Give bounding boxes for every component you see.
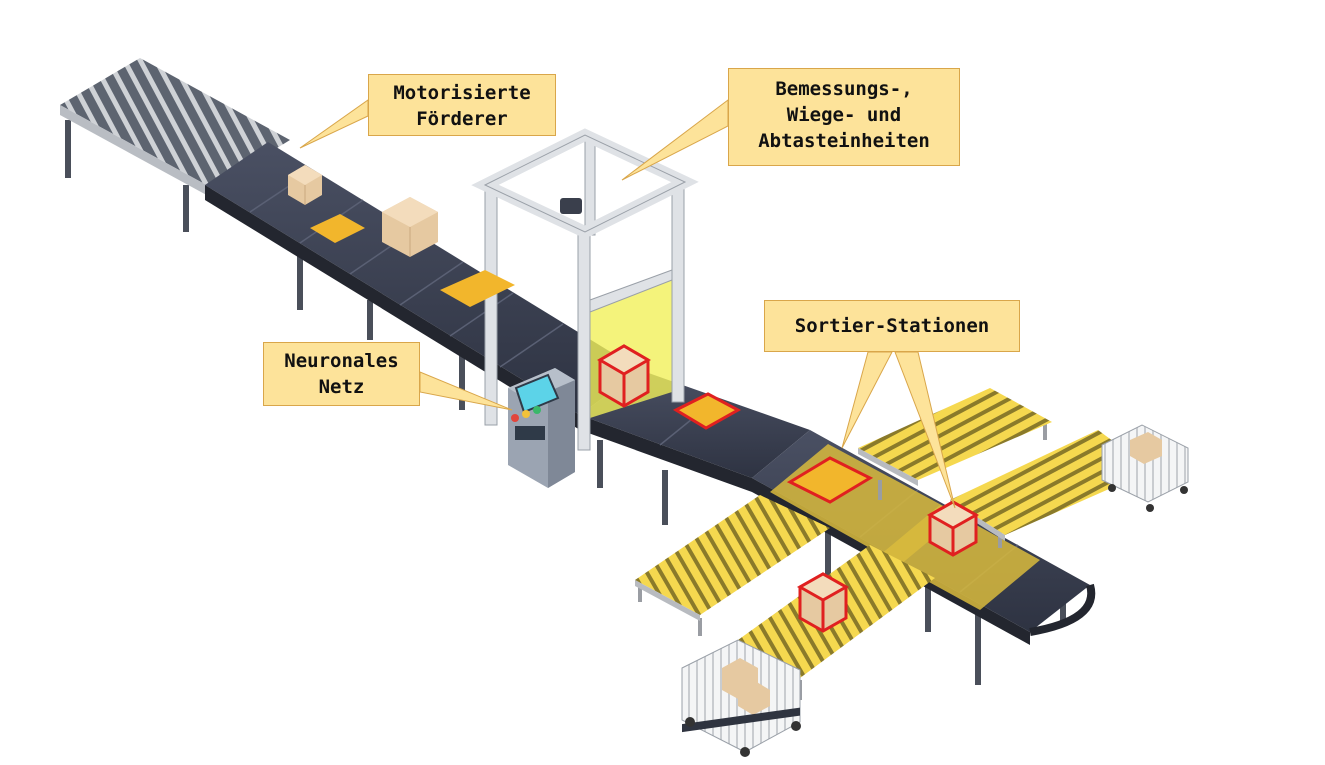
cargo-cart-icon	[1101, 424, 1189, 512]
callout-scanner-line2: Wiege- und	[786, 104, 902, 126]
callout-scanner-line3: Abtasteinheiten	[758, 130, 930, 152]
callout-neural-network: Neuronales Netz	[263, 342, 420, 406]
callout-sorting-stations: Sortier-Stationen	[764, 300, 1020, 352]
callout-pointer-sorting-2	[894, 351, 956, 509]
callout-pointer-scanner	[621, 98, 729, 181]
callout-scanning-units: Bemessungs-, Wiege- und Abtasteinheiten	[728, 68, 960, 166]
callout-scanner-line1: Bemessungs-,	[775, 78, 913, 100]
scanned-envelope-icon	[672, 392, 874, 504]
cargo-cart-icon	[681, 639, 801, 757]
callout-conveyor-line1: Motorisierte	[393, 82, 531, 104]
callout-sorting-line1: Sortier-Stationen	[794, 315, 990, 337]
sorted-box-icon	[796, 500, 980, 633]
cardboard-box-icon	[288, 165, 322, 205]
callout-conveyor-line2: Förderer	[416, 108, 508, 130]
callout-network-line1: Neuronales	[284, 350, 399, 372]
scanned-box-icon	[597, 344, 651, 408]
cardboard-box-large-icon	[382, 197, 438, 257]
roller-conveyor-grey	[60, 58, 290, 232]
callout-pointer-network	[419, 371, 513, 411]
envelope-package-icon	[310, 214, 515, 307]
control-panel	[508, 368, 575, 488]
callout-pointer-conveyor	[299, 99, 369, 149]
callout-network-line2: Netz	[318, 376, 365, 398]
callout-pointer-sorting-1	[841, 351, 893, 449]
callout-motorized-conveyor: Motorisierte Förderer	[368, 74, 556, 136]
